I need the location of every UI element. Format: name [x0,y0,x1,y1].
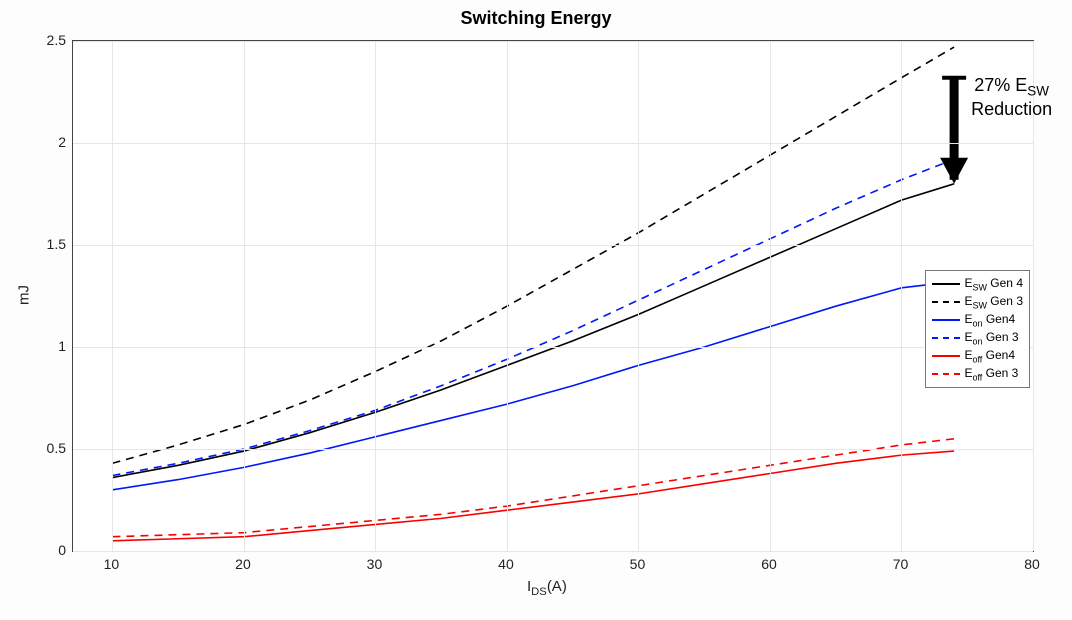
legend-label: Eoff Gen4 [964,348,1015,364]
y-tick-label: 1 [38,338,66,354]
series-line [112,184,954,478]
y-axis-label: mJ [16,285,33,305]
x-tick-label: 30 [367,556,383,572]
x-tick-label: 70 [893,556,909,572]
legend-item: Eoff Gen4 [932,347,1023,365]
x-tick-label: 20 [235,556,251,572]
series-line [112,159,954,475]
legend-item: Eoff Gen 3 [932,365,1023,383]
annotation-text: 27% ESWReduction [971,75,1052,120]
plot-area [72,40,1034,552]
plot-svg [73,41,1033,551]
x-axis-label: IDS(A) [527,578,567,598]
legend-label: ESW Gen 4 [964,276,1023,292]
x-tick-label: 10 [104,556,120,572]
legend-label: Eon Gen 3 [964,330,1018,346]
legend-item: ESW Gen 3 [932,293,1023,311]
legend-item: Eon Gen4 [932,311,1023,329]
series-line [112,451,954,541]
x-tick-label: 80 [1024,556,1040,572]
legend-item: ESW Gen 4 [932,275,1023,293]
y-tick-label: 1.5 [38,236,66,252]
legend-label: Eoff Gen 3 [964,366,1018,382]
series-line [112,439,954,537]
series-line [112,47,954,463]
chart-container: Switching Energy 10 20 30 40 50 60 70 80 0 0.5 1 1.… [0,0,1072,620]
series-line [112,282,954,490]
legend-item: Eon Gen 3 [932,329,1023,347]
legend-label: ESW Gen 3 [964,294,1023,310]
y-tick-label: 0 [38,542,66,558]
y-tick-label: 2 [38,134,66,150]
chart-title: Switching Energy [0,8,1072,29]
legend-label: Eon Gen4 [964,312,1015,328]
y-tick-label: 2.5 [38,32,66,48]
legend: ESW Gen 4 ESW Gen 3 Eon Gen4 Eon Gen 3 Eoff … [925,270,1030,388]
y-tick-label: 0.5 [38,440,66,456]
x-tick-label: 40 [498,556,514,572]
x-tick-label: 60 [761,556,777,572]
annotation-arrowhead [940,158,968,184]
x-tick-label: 50 [630,556,646,572]
